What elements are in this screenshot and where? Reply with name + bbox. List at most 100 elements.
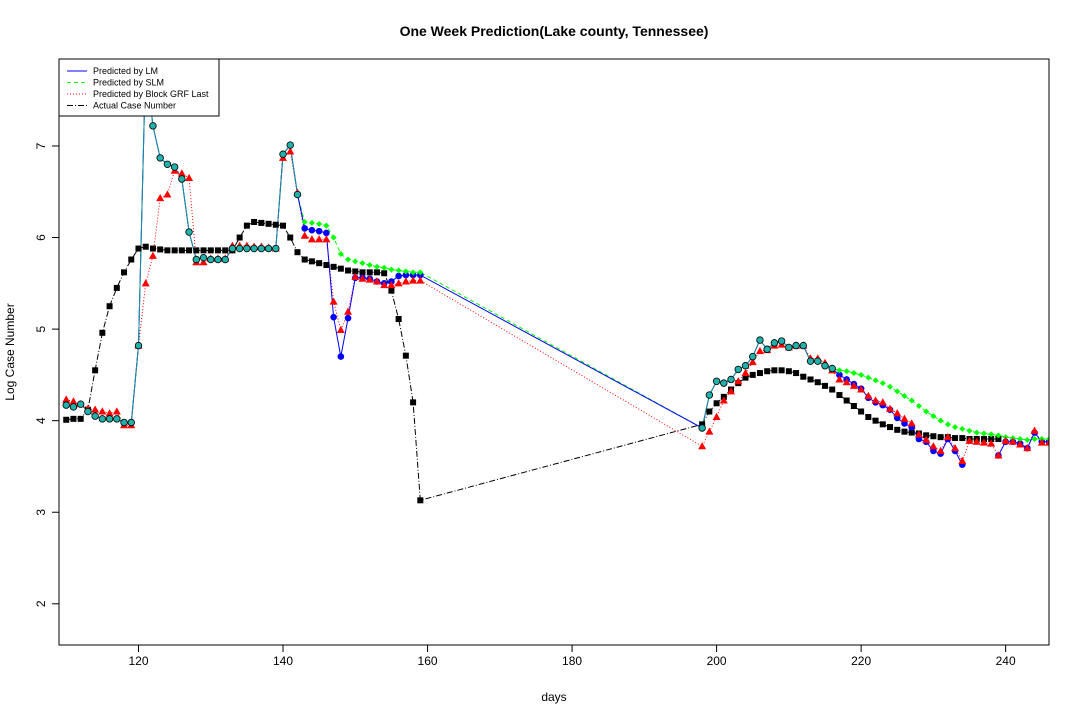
grf-point-202: [727, 387, 736, 395]
actual-point-225: [894, 426, 901, 433]
grf-point-116: [105, 409, 114, 417]
grf-point-126: [177, 169, 186, 177]
slm-point-229: [923, 408, 930, 415]
series-line-lm-0: [66, 59, 963, 465]
lm-point-146: [323, 229, 330, 237]
grf-point-150: [351, 272, 360, 280]
actual-point-121: [142, 243, 149, 250]
actual-point-131: [214, 247, 221, 254]
grf-point-235: [965, 436, 974, 444]
actual-point-210: [785, 368, 792, 375]
lm-point-157: [402, 271, 410, 279]
grf-point-240: [1001, 436, 1010, 444]
actual-point-135: [243, 222, 250, 229]
actual-point-153: [373, 269, 380, 276]
actual-point-125: [171, 247, 178, 254]
overlap-point-127: [185, 228, 193, 236]
grf-point-199: [705, 427, 714, 435]
series-line-grf-0: [66, 150, 1049, 463]
slm-point-233: [952, 424, 959, 431]
actual-point-112: [77, 415, 84, 422]
actual-point-118: [121, 269, 128, 276]
lm-point-145: [315, 227, 323, 235]
slm-point-150: [352, 258, 359, 265]
overlap-point-110: [62, 401, 70, 409]
grf-point-222: [871, 396, 880, 404]
actual-point-199: [706, 408, 713, 415]
y-tick-label-2: 2: [34, 600, 48, 607]
grf-point-146: [322, 235, 331, 243]
slm-point-225: [894, 388, 901, 395]
actual-point-208: [771, 367, 778, 374]
actual-point-136: [251, 218, 258, 225]
overlap-point-135: [243, 244, 251, 253]
slm-point-145: [316, 220, 323, 227]
grf-point-206: [755, 346, 764, 355]
overlap-point-207: [763, 345, 771, 353]
slm-point-153: [373, 263, 380, 270]
slm-point-244: [1031, 435, 1038, 442]
slm-point-217: [836, 367, 843, 374]
grf-point-147: [329, 297, 338, 305]
slm-point-238: [988, 431, 995, 438]
actual-point-212: [800, 373, 807, 380]
y-tick-label-6: 6: [34, 234, 48, 241]
grf-point-228: [914, 430, 923, 438]
overlap-point-136: [250, 244, 258, 253]
actual-point-119: [128, 256, 135, 263]
grf-point-129: [199, 258, 208, 266]
actual-point-233: [952, 435, 959, 442]
actual-point-115: [99, 329, 106, 336]
slm-point-239: [995, 432, 1002, 439]
grf-point-204: [741, 368, 750, 377]
grf-point-218: [842, 378, 851, 386]
grf-point-245: [1037, 438, 1046, 446]
overlap-point-134: [235, 244, 244, 253]
actual-point-122: [149, 245, 156, 252]
grf-point-219: [849, 381, 858, 389]
slm-point-147: [330, 234, 337, 241]
actual-point-139: [272, 221, 279, 228]
overlap-point-123: [156, 154, 164, 162]
overlap-point-139: [272, 244, 280, 253]
overlap-point-140: [279, 150, 287, 158]
x-tick-label-240: 240: [996, 654, 1016, 668]
legend-box: [58, 58, 220, 117]
actual-point-157: [402, 352, 409, 359]
y-tick-label-3: 3: [34, 509, 48, 516]
overlap-point-142: [293, 190, 302, 199]
overlap-point-205: [749, 352, 757, 361]
overlap-point-117: [113, 415, 121, 423]
overlap-point-216: [828, 364, 836, 373]
overlap-point-210: [785, 343, 793, 352]
overlap-point-211: [792, 341, 800, 350]
overlap-point-215: [821, 362, 829, 370]
overlap-point-116: [105, 415, 114, 423]
actual-point-130: [207, 247, 214, 254]
plot-area: [62, 59, 1049, 504]
actual-point-223: [879, 421, 886, 428]
slm-point-218: [843, 368, 850, 375]
grf-point-141: [286, 147, 295, 155]
y-tick-label-7: 7: [34, 142, 48, 149]
actual-point-221: [865, 414, 872, 421]
slm-point-158: [410, 269, 417, 276]
actual-point-110: [63, 416, 70, 423]
grf-point-238: [987, 439, 996, 447]
slm-point-221: [865, 374, 872, 381]
overlap-point-199: [705, 391, 714, 399]
lm-point-144: [308, 226, 316, 234]
grf-point-237: [979, 438, 988, 446]
grf-point-198: [698, 442, 707, 450]
x-tick-label-120: 120: [128, 654, 148, 668]
slm-point-242: [1017, 435, 1024, 442]
plot-frame: [58, 58, 1050, 646]
actual-point-144: [308, 258, 315, 265]
overlap-point-120: [134, 341, 143, 350]
slm-point-232: [944, 421, 951, 428]
legend-label-actual: Actual Case Number: [93, 101, 176, 111]
overlap-point-122: [149, 122, 157, 130]
overlap-point-131: [214, 255, 222, 264]
